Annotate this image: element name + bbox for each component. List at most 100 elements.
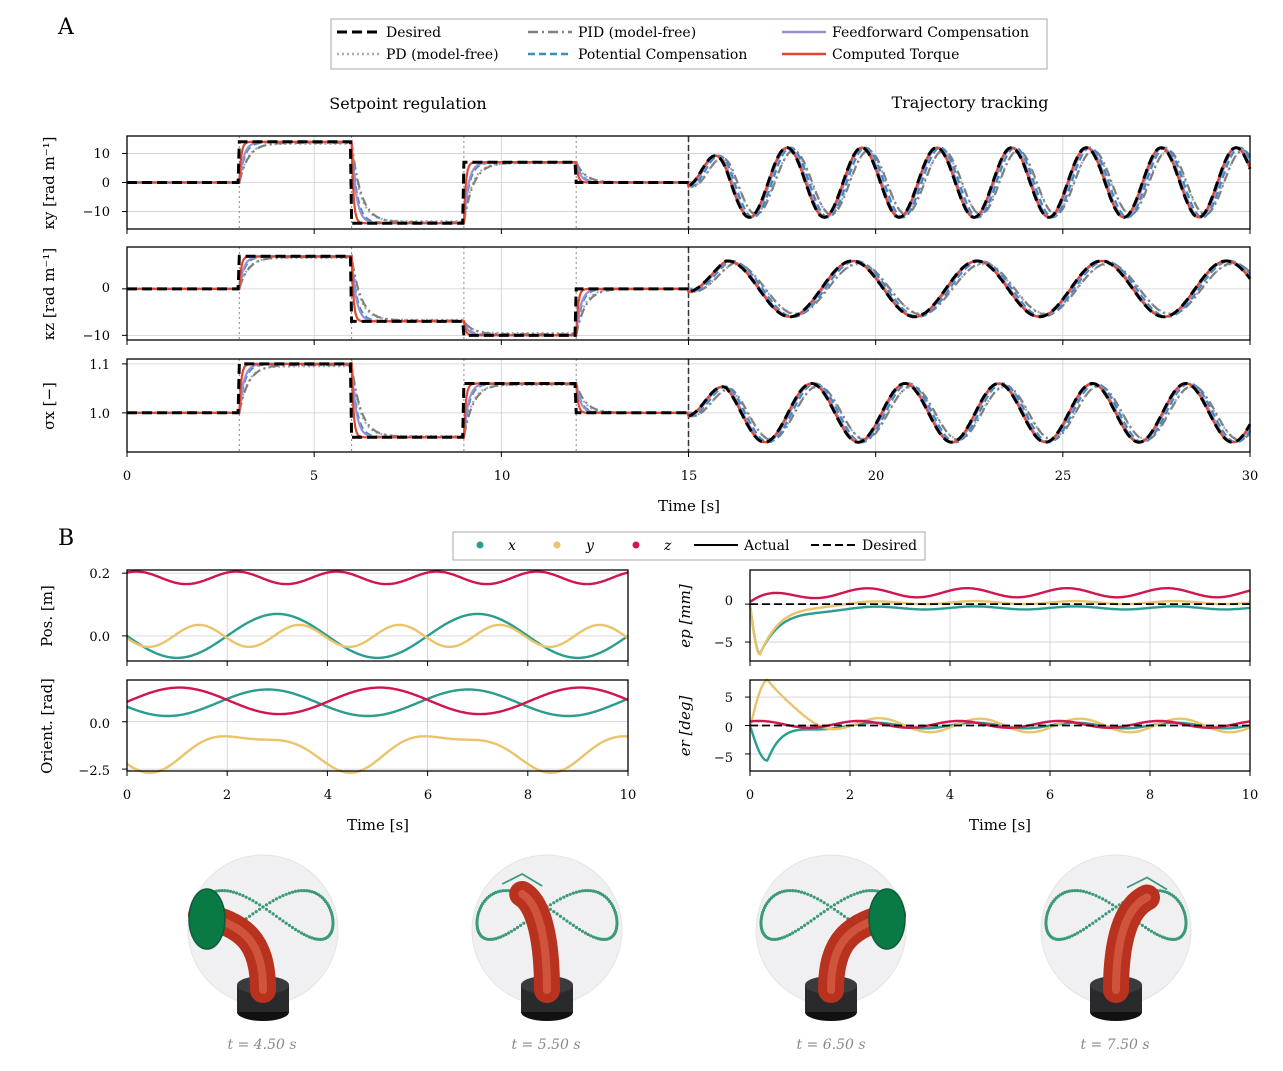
trajectory-dot (331, 920, 335, 924)
trajectory-dot (258, 907, 262, 911)
trajectory-dot (558, 897, 563, 901)
trajectory-dot (274, 914, 278, 918)
trajectory-dot (1160, 935, 1164, 939)
trajectory-dot (1078, 929, 1083, 933)
trajectory-dot (271, 912, 275, 916)
xtick: 6 (424, 788, 432, 803)
series-z (126, 686, 629, 716)
xtick: 5 (310, 469, 318, 484)
xtick: 10 (1242, 788, 1259, 803)
trajectory-dot (1094, 919, 1098, 923)
trajectory-dot (248, 897, 252, 901)
trajectory-dot (785, 934, 789, 938)
trajectory-dot (1111, 907, 1115, 911)
end-effector-frame (501, 872, 543, 887)
trajectory-dot (1044, 915, 1049, 919)
trajectory-dot (806, 921, 810, 925)
trajectory-dot (778, 937, 782, 941)
trajectory-dot (1063, 937, 1067, 941)
trajectory-dot (832, 907, 837, 911)
series-z (126, 570, 629, 586)
trajectory-dot (299, 931, 303, 935)
ytick: 0 (102, 176, 110, 191)
snapshot-caption-2: t = 5.50 s (511, 1037, 580, 1053)
trajectory-dot (1091, 921, 1095, 925)
trajectory-dot (268, 910, 272, 914)
xtick: 25 (1055, 469, 1072, 484)
snapshot-2 (471, 854, 623, 1021)
panel-b-right-xticks: 0 2 4 6 8 10 (746, 788, 1258, 803)
trajectory-dot (870, 889, 874, 893)
snapshot-1 (187, 854, 339, 1021)
trajectory-dot (583, 931, 588, 935)
series-x (748, 603, 1251, 656)
trajectory-dot (568, 892, 572, 896)
legend-actual: Actual (743, 538, 790, 554)
ytick: 0 (102, 281, 110, 296)
trajectory-dot (261, 905, 265, 909)
trajectory-dot (1163, 890, 1167, 894)
trajectory-dot (1165, 937, 1169, 941)
series-z (749, 587, 1251, 603)
trajectory-dot (302, 932, 306, 937)
ytick: 0 (725, 594, 733, 609)
trajectory-dot (281, 919, 285, 923)
trajectory-dot (799, 925, 804, 930)
xtick: 8 (1146, 788, 1154, 803)
title-setpoint: Setpoint regulation (329, 94, 486, 113)
trajectory-dot (1104, 899, 1108, 903)
trajectory-dot (849, 894, 853, 898)
snapshot-caption-4: t = 7.50 s (1080, 1037, 1149, 1053)
series-y (126, 735, 628, 774)
trajectory-dot (254, 901, 258, 905)
trajectory-dot (217, 889, 221, 893)
trajectory-dot (274, 897, 278, 901)
trajectory-dot (1044, 918, 1048, 922)
trajectory-dot (228, 889, 233, 894)
xtick: 0 (746, 788, 754, 803)
xtick: 0 (123, 788, 131, 803)
trajectory-dot (586, 932, 590, 937)
trajectory-dot (293, 927, 298, 932)
trajectory-dot (290, 890, 295, 894)
trajectory-dot (783, 935, 787, 939)
trajectory-dot (1076, 889, 1080, 893)
soft-rod-highlight (1112, 893, 1151, 994)
trajectory-dot (555, 912, 559, 916)
series-desired (127, 362, 1252, 444)
trajectory-dot (499, 889, 503, 893)
ytick: 1.1 (89, 358, 110, 373)
trajectory-dot (615, 918, 619, 922)
trajectory-dot (307, 935, 311, 939)
legend-desired-b: Desired (862, 538, 917, 554)
trajectory-dot (552, 901, 556, 905)
trajectory-dot (1146, 927, 1151, 932)
trajectory-dot (1046, 910, 1050, 915)
ylabel-ep: ep [mm] (676, 584, 694, 648)
trajectory-dot (574, 890, 579, 894)
trajectory-dot (806, 892, 810, 896)
trajectory-dot (809, 919, 813, 923)
xtick: 4 (946, 788, 954, 803)
series-z (749, 719, 1251, 729)
series-desired (127, 254, 1252, 337)
ytick: 0.0 (89, 630, 110, 645)
trajectory-dot (867, 889, 872, 893)
legend-feedforward: Feedforward Compensation (832, 25, 1029, 41)
trajectory-dot (1101, 914, 1105, 918)
trajectory-dot (251, 899, 255, 903)
trajectory-dot (796, 927, 801, 932)
trajectory-dot (254, 910, 258, 914)
trajectory-dot (1094, 894, 1098, 898)
snapshot-3 (755, 854, 907, 1021)
trajectory-dot (846, 895, 850, 899)
snapshot-4 (1040, 854, 1192, 1021)
xtick: 10 (494, 469, 511, 484)
trajectory-dot (496, 936, 500, 940)
panel-b-legend: x y z Actual Desired (452, 531, 926, 561)
ytick: −10 (83, 329, 110, 344)
trajectory-dot (1163, 936, 1167, 940)
end-effector-disc (188, 888, 226, 950)
legend-z: z (663, 538, 672, 554)
trajectory-dot (812, 917, 816, 921)
